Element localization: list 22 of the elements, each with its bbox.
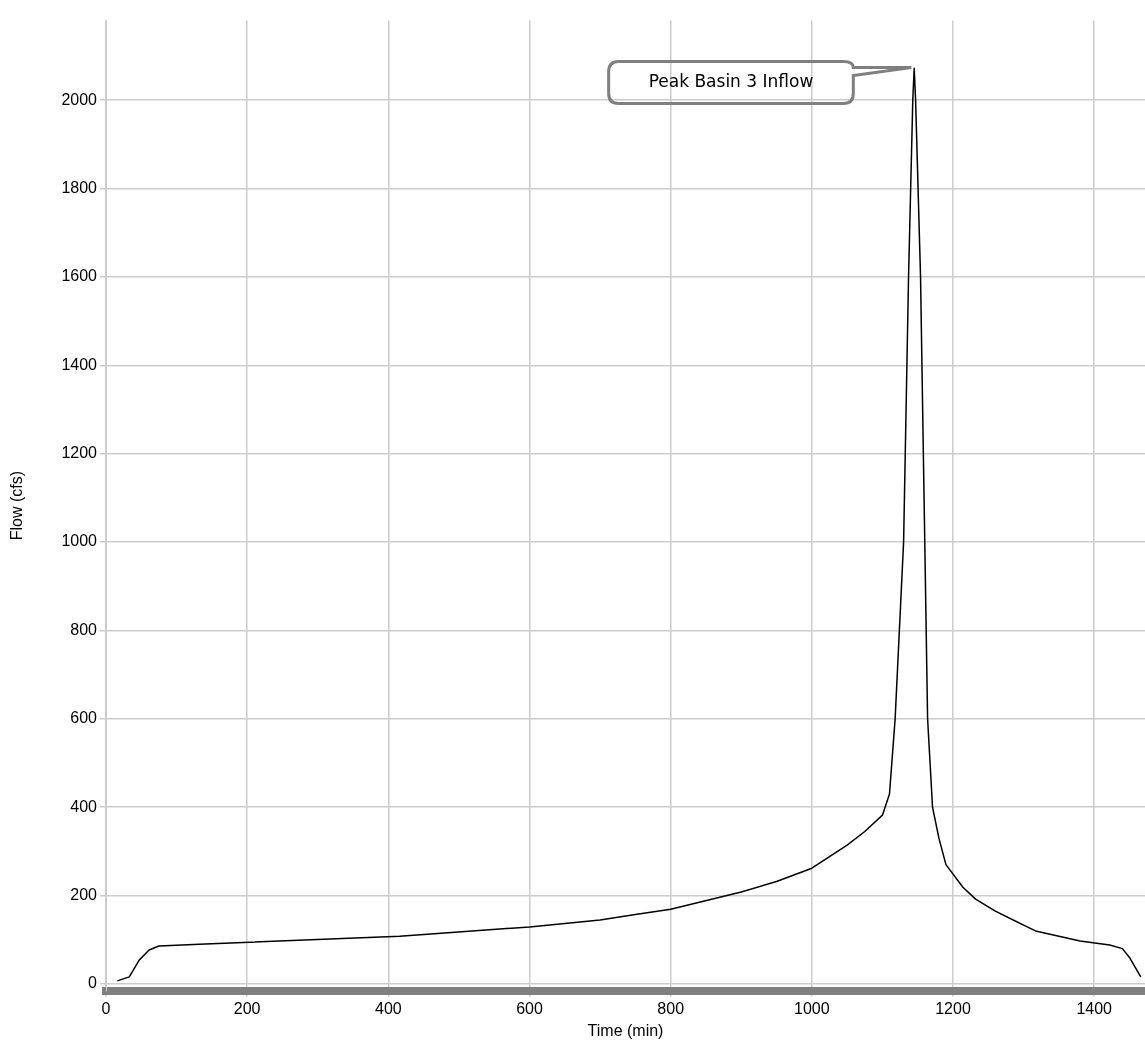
x-tick-label: 0 — [101, 999, 111, 1017]
y-tick-label: 400 — [70, 797, 98, 815]
annotation: Peak Basin 3 Inflow — [648, 71, 814, 92]
x-axis-title: Time (min) — [587, 1021, 664, 1039]
y-tick-label: 1600 — [61, 267, 98, 285]
y-tick-label: 1000 — [61, 532, 98, 550]
y-tick-label: 2000 — [61, 90, 98, 108]
x-tick-label: 600 — [516, 999, 543, 1017]
y-tick-label: 200 — [70, 885, 98, 903]
y-tick-label: 800 — [70, 620, 98, 638]
y-axis-title: Flow (cfs) — [8, 470, 26, 541]
y-tick-label: 1800 — [61, 178, 98, 196]
y-tick-label: 1200 — [61, 444, 98, 462]
x-tick-label: 1400 — [1076, 999, 1113, 1017]
x-tick-label: 1000 — [794, 999, 830, 1017]
x-tick-label: 200 — [233, 999, 261, 1017]
y-tick-label: 600 — [70, 709, 98, 727]
y-tick-label: 1400 — [61, 355, 98, 373]
x-tick-label: 1200 — [935, 999, 971, 1017]
x-tick-label: 400 — [374, 999, 402, 1017]
y-tick-label: 0 — [88, 974, 98, 992]
x-tick-label: 800 — [657, 999, 685, 1017]
